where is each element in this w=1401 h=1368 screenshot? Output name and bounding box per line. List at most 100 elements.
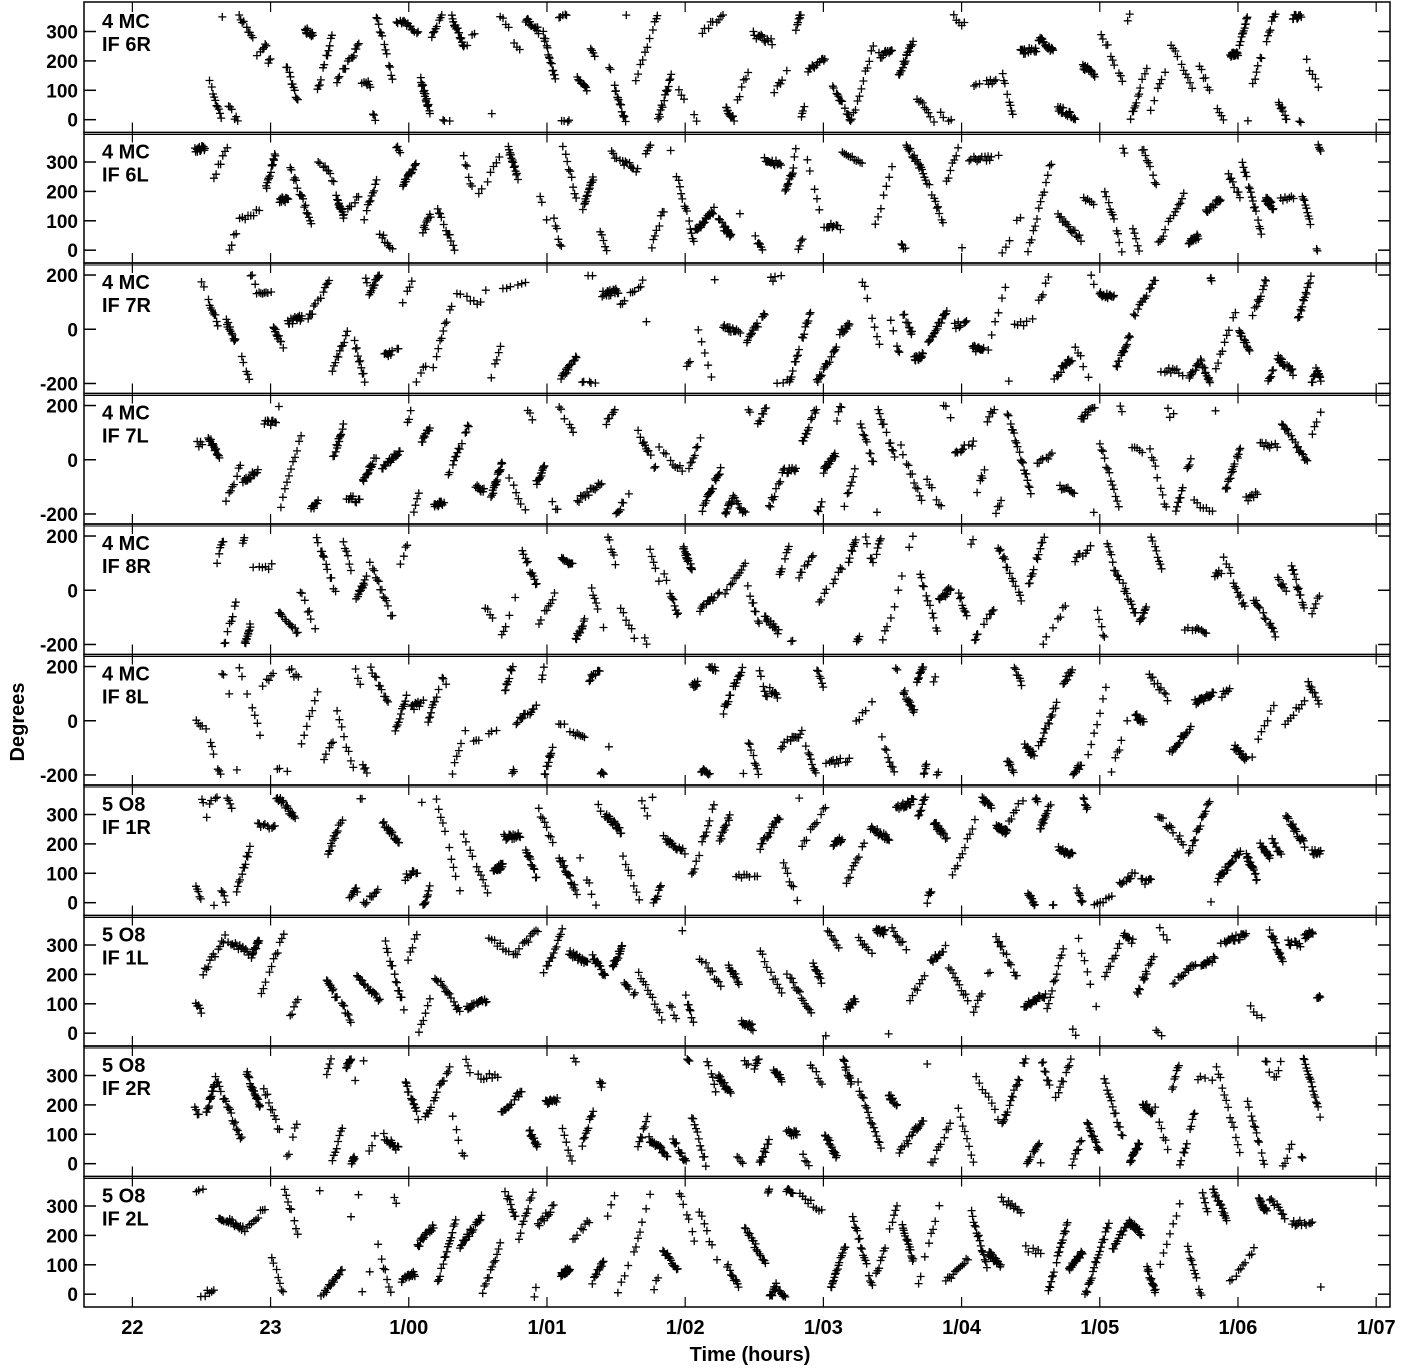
data-point	[313, 85, 322, 94]
data-point	[1172, 365, 1181, 374]
data-point	[741, 508, 750, 517]
data-point	[1011, 436, 1020, 445]
data-point	[209, 750, 218, 759]
data-point	[533, 23, 542, 32]
data-point	[990, 405, 999, 414]
data-point	[998, 69, 1007, 78]
data-point	[216, 109, 224, 118]
data-point	[580, 614, 589, 623]
data-point	[1142, 64, 1151, 73]
data-point	[243, 852, 252, 861]
data-point	[1003, 563, 1012, 572]
data-point	[1054, 961, 1063, 970]
data-point	[419, 223, 428, 232]
data-point	[1150, 178, 1159, 187]
data-point	[1244, 496, 1253, 505]
data-point	[1263, 31, 1272, 40]
data-point	[218, 888, 227, 897]
data-point	[569, 428, 578, 437]
data-point	[277, 337, 285, 346]
data-point	[729, 491, 738, 500]
data-point	[788, 636, 797, 645]
data-point	[807, 415, 815, 424]
data-point	[678, 467, 687, 476]
data-point	[421, 225, 430, 234]
data-point	[563, 117, 572, 126]
data-point	[1244, 345, 1253, 354]
data-point	[1165, 413, 1174, 422]
data-point	[293, 628, 302, 637]
data-point	[926, 112, 935, 121]
data-point	[1101, 683, 1110, 692]
data-point	[204, 295, 213, 304]
data-point	[640, 804, 649, 813]
y-tick-label: 300	[46, 936, 78, 957]
data-point	[680, 95, 688, 104]
data-point	[827, 352, 836, 361]
data-point	[1026, 489, 1035, 498]
data-point	[318, 547, 326, 556]
data-point	[534, 29, 543, 38]
data-point	[634, 70, 643, 79]
data-point	[1113, 944, 1122, 953]
data-point	[502, 284, 511, 293]
data-point	[439, 220, 448, 229]
data-point	[1253, 490, 1262, 499]
data-point	[634, 283, 643, 292]
data-point	[356, 356, 365, 365]
data-point	[962, 611, 971, 620]
data-point	[1312, 244, 1321, 253]
data-point	[1191, 366, 1200, 375]
data-point	[834, 407, 843, 416]
data-point	[394, 450, 402, 459]
y-tick-label: 300	[46, 153, 78, 174]
data-point	[232, 112, 241, 121]
data-point	[704, 821, 712, 830]
data-point	[454, 746, 463, 755]
data-point	[1235, 445, 1244, 454]
data-point	[1122, 342, 1131, 351]
data-point	[359, 369, 368, 378]
data-point	[934, 202, 942, 211]
data-point	[994, 308, 1003, 317]
data-point	[456, 34, 465, 43]
data-point	[242, 23, 251, 32]
data-point	[858, 842, 867, 851]
data-point	[1009, 577, 1018, 586]
data-point	[1093, 720, 1102, 729]
data-point	[463, 292, 471, 301]
data-point	[1278, 107, 1287, 116]
data-point	[1115, 238, 1124, 247]
data-point	[863, 64, 872, 72]
data-point	[1243, 13, 1252, 22]
data-point	[833, 417, 841, 425]
data-point	[622, 11, 631, 20]
data-point	[355, 357, 364, 366]
data-point	[579, 622, 587, 630]
data-point	[1273, 443, 1282, 452]
data-point	[707, 207, 716, 216]
data-point	[372, 673, 381, 682]
data-point	[358, 794, 366, 803]
data-point	[522, 558, 531, 567]
data-point	[848, 152, 857, 161]
data-point	[969, 437, 978, 446]
data-point	[745, 408, 754, 417]
data-point	[937, 319, 946, 327]
data-point	[849, 540, 858, 549]
data-point	[698, 602, 707, 611]
data-point	[619, 498, 628, 507]
data-point	[708, 208, 717, 217]
data-point	[199, 282, 208, 291]
data-point	[1303, 283, 1312, 292]
data-point	[878, 635, 887, 644]
data-point	[236, 461, 245, 470]
data-point	[728, 579, 737, 588]
data-point	[1027, 235, 1036, 244]
data-point	[917, 496, 926, 505]
data-point	[212, 170, 221, 179]
data-point	[1242, 172, 1251, 181]
data-point	[886, 47, 895, 56]
data-point	[333, 78, 341, 87]
data-point	[440, 498, 449, 507]
